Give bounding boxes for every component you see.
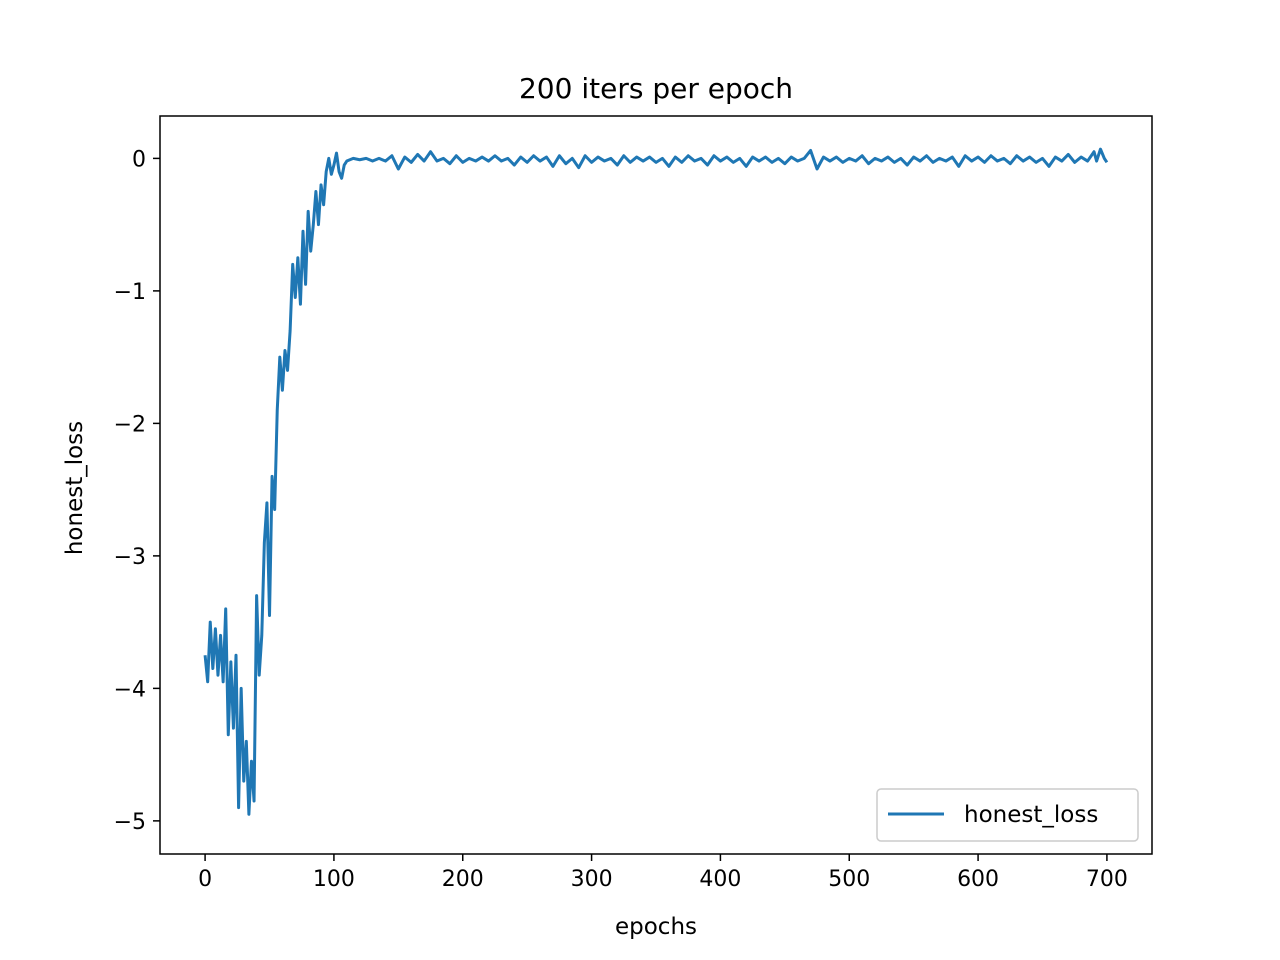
- series-line-honest-loss: [203, 147, 1109, 816]
- y-axis-label: honest_loss: [62, 421, 88, 555]
- x-axis-label: epochs: [615, 914, 697, 940]
- legend-box: [876, 788, 1139, 842]
- x-tick-label: 600: [957, 867, 999, 892]
- plot-area: [203, 147, 1109, 816]
- y-tick-label: −4: [114, 677, 146, 702]
- legend: honest_loss: [876, 788, 1139, 842]
- x-tick-label: 0: [198, 867, 212, 892]
- x-tick-label: 200: [442, 867, 484, 892]
- x-tick-label: 500: [828, 867, 870, 892]
- axis-ticks: 0 100 200 300 400 500 600 700 0 −1 −2 −3 −4 −5: [114, 147, 1128, 892]
- x-tick-label: 300: [571, 867, 613, 892]
- chart-title: 200 iters per epoch: [519, 72, 793, 105]
- y-tick-label: −2: [114, 412, 146, 437]
- y-tick-label: −1: [114, 280, 146, 305]
- x-tick-label: 100: [313, 867, 355, 892]
- plot-frame: [159, 115, 1153, 855]
- x-tick-label: 700: [1086, 867, 1128, 892]
- legend-label-honest-loss: honest_loss: [964, 802, 1098, 828]
- y-tick-label: 0: [132, 147, 146, 172]
- x-tick-label: 400: [699, 867, 741, 892]
- y-tick-label: −5: [114, 810, 146, 835]
- y-tick-label: −3: [114, 545, 146, 570]
